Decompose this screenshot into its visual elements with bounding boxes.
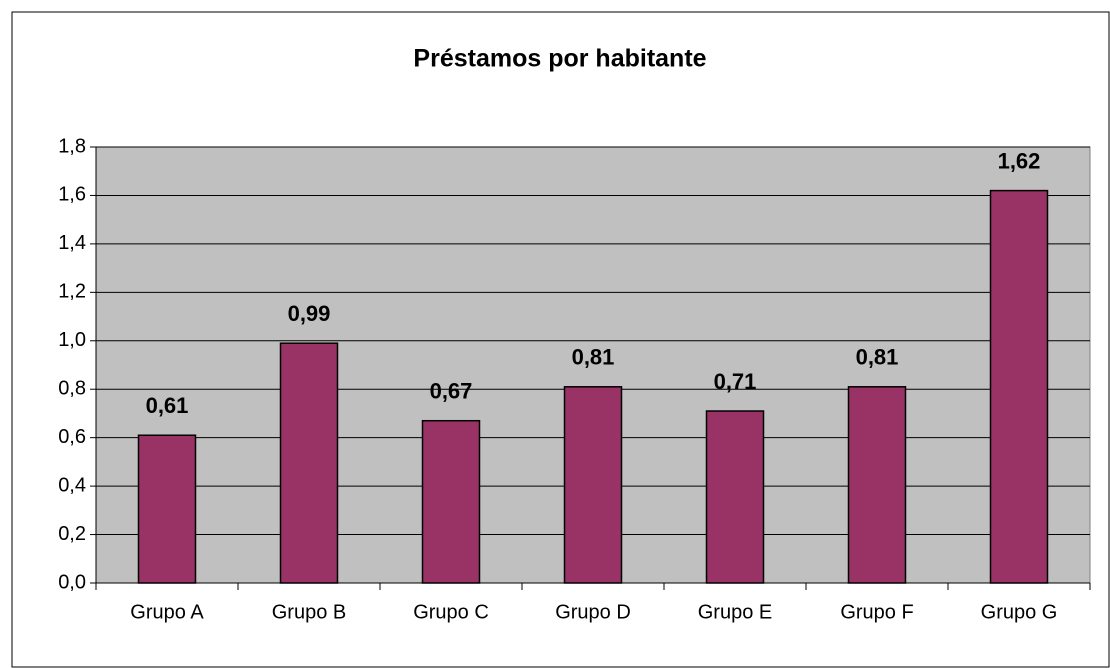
y-tick-label: 0,8	[58, 378, 86, 400]
data-label: 0,61	[146, 393, 189, 418]
data-label: 0,67	[430, 379, 473, 404]
x-tick-label: Grupo D	[555, 601, 631, 623]
data-label: 0,99	[288, 301, 331, 326]
y-tick-label: 1,0	[58, 329, 86, 351]
chart-title: Préstamos por habitante	[413, 45, 706, 73]
y-tick-label: 0,2	[58, 523, 86, 545]
y-tick-label: 1,8	[58, 135, 86, 157]
bar	[705, 410, 765, 584]
x-tick-label: Grupo B	[272, 601, 346, 623]
data-label: 1,62	[998, 148, 1041, 173]
bar	[847, 386, 907, 584]
data-label: 0,71	[714, 369, 757, 394]
y-tick-label: 0,4	[58, 474, 86, 496]
x-tick-label: Grupo A	[130, 601, 204, 623]
bar	[563, 386, 623, 584]
x-tick-label: Grupo F	[840, 601, 913, 623]
data-label: 0,81	[572, 345, 615, 370]
data-label: 0,81	[856, 345, 899, 370]
bar	[279, 342, 339, 584]
y-tick-label: 0,6	[58, 426, 86, 448]
y-tick-label: 1,4	[58, 232, 86, 254]
y-tick-label: 1,6	[58, 184, 86, 206]
bar	[989, 189, 1049, 584]
x-tick-label: Grupo E	[698, 601, 772, 623]
y-tick-label: 1,2	[58, 281, 86, 303]
y-tick-label: 0,0	[58, 571, 86, 593]
bar	[421, 419, 481, 584]
x-tick-label: Grupo G	[981, 601, 1058, 623]
bar	[137, 434, 197, 584]
x-tick-label: Grupo C	[413, 601, 489, 623]
